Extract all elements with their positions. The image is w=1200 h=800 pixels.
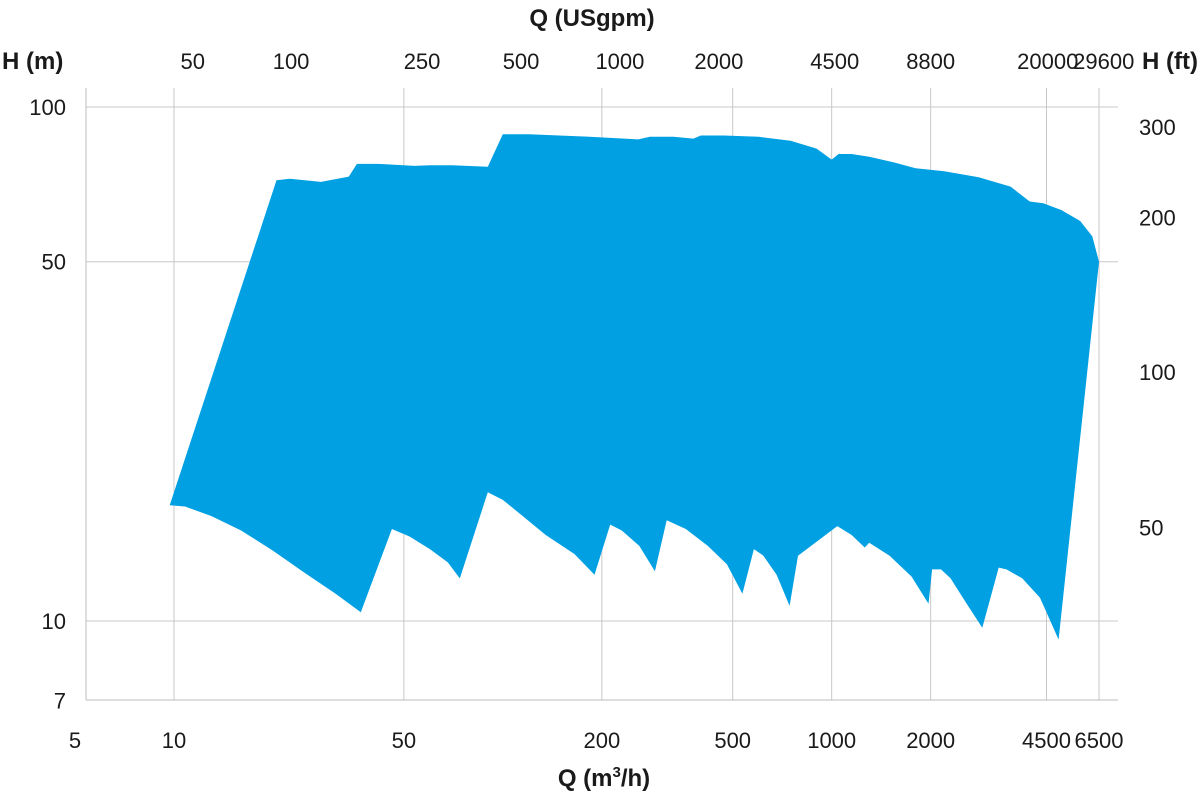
y2-tick-label: 100 — [1139, 360, 1176, 385]
x-tick-label: 2000 — [906, 728, 955, 753]
x-tick-label: 500 — [714, 728, 751, 753]
axis-layer — [85, 88, 1118, 701]
x-tick-label: 10 — [162, 728, 186, 753]
y2-tick-label: 50 — [1139, 516, 1163, 541]
x2-tick-label: 50 — [180, 49, 204, 74]
y2-tick-label: 300 — [1139, 115, 1176, 140]
x-tick-label: 6500 — [1075, 728, 1124, 753]
envelope-layer — [169, 134, 1099, 640]
y2-axis-title: H (ft) — [1142, 48, 1198, 75]
x-tick-label: 50 — [392, 728, 416, 753]
y-tick-label: 50 — [42, 250, 66, 275]
x2-tick-label: 250 — [404, 49, 441, 74]
x-tick-label: 200 — [583, 728, 620, 753]
x2-tick-label: 2000 — [694, 49, 743, 74]
y-axis-title: H (m) — [2, 48, 63, 75]
x-tick-label: 5 — [69, 728, 81, 753]
x-axis-title: Q (m3/h) — [558, 764, 650, 792]
y-tick-label: 100 — [29, 95, 66, 120]
x2-tick-label: 20000 — [1017, 49, 1078, 74]
x2-tick-label: 100 — [273, 49, 310, 74]
x2-axis-title: Q (USgpm) — [529, 5, 654, 32]
x2-tick-label: 4500 — [810, 49, 859, 74]
x2-tick-label: 8800 — [906, 49, 955, 74]
y-tick-label: 7 — [54, 689, 66, 714]
operating-envelope-area — [169, 134, 1099, 640]
x-tick-label: 4500 — [1022, 728, 1071, 753]
x2-tick-label: 1000 — [595, 49, 644, 74]
x2-tick-label: 500 — [503, 49, 540, 74]
y-tick-label: 10 — [42, 609, 66, 634]
y2-tick-label: 200 — [1139, 205, 1176, 230]
x2-tick-label: 29600 — [1073, 49, 1134, 74]
x-tick-label: 1000 — [807, 728, 856, 753]
